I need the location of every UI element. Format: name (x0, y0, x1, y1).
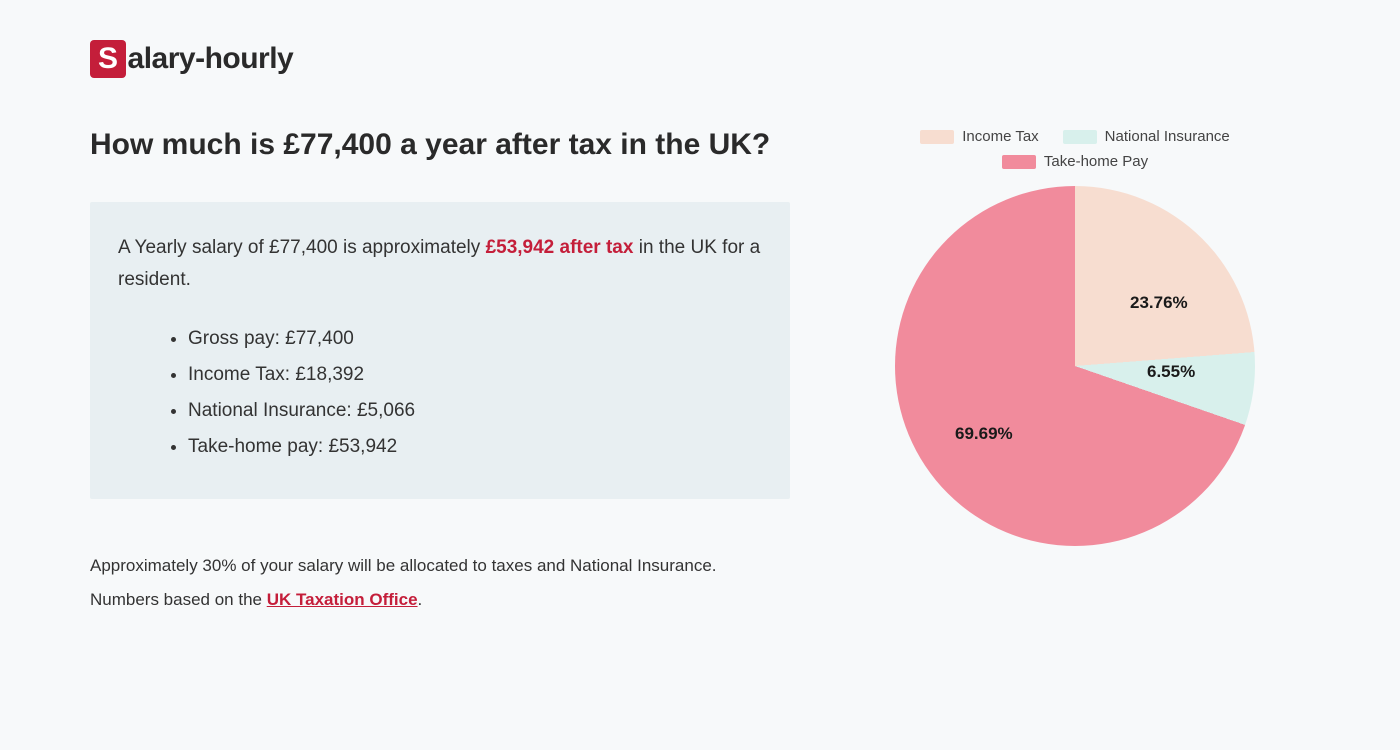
summary-highlight: £53,942 after tax (486, 237, 634, 258)
logo-letter: S (90, 40, 126, 78)
chart-legend: Income Tax National Insurance Take-home … (860, 128, 1290, 170)
summary-paragraph: A Yearly salary of £77,400 is approximat… (118, 232, 762, 297)
legend-swatch (1063, 130, 1097, 144)
legend-label: Take-home Pay (1044, 153, 1148, 170)
footer-line2-suffix: . (418, 590, 423, 609)
chart-column: Income Tax National Insurance Take-home … (860, 128, 1290, 617)
legend-item: Income Tax (920, 128, 1038, 145)
footer-line1: Approximately 30% of your salary will be… (90, 556, 717, 575)
pie-slice-label: 23.76% (1130, 293, 1188, 313)
pie-chart: 23.76% 6.55% 69.69% (895, 186, 1255, 546)
logo-text: alary-hourly (128, 42, 294, 76)
left-column: How much is £77,400 a year after tax in … (90, 128, 790, 617)
list-item: National Insurance: £5,066 (188, 393, 762, 429)
pie-slice-label: 6.55% (1147, 362, 1195, 382)
legend-swatch (1002, 155, 1036, 169)
summary-prefix: A Yearly salary of £77,400 is approximat… (118, 237, 486, 258)
legend-item: Take-home Pay (860, 153, 1290, 170)
legend-item: National Insurance (1063, 128, 1230, 145)
footer-line2-prefix: Numbers based on the (90, 590, 267, 609)
breakdown-list: Gross pay: £77,400 Income Tax: £18,392 N… (118, 321, 762, 465)
pie-graphic (895, 186, 1255, 546)
logo: Salary-hourly (90, 40, 1310, 78)
legend-label: Income Tax (962, 128, 1038, 145)
content-row: How much is £77,400 a year after tax in … (90, 128, 1310, 617)
footer-note: Approximately 30% of your salary will be… (90, 549, 790, 617)
summary-box: A Yearly salary of £77,400 is approximat… (90, 202, 790, 499)
taxation-office-link[interactable]: UK Taxation Office (267, 590, 418, 609)
legend-label: National Insurance (1105, 128, 1230, 145)
page-title: How much is £77,400 a year after tax in … (90, 128, 790, 162)
list-item: Take-home pay: £53,942 (188, 429, 762, 465)
legend-swatch (920, 130, 954, 144)
list-item: Income Tax: £18,392 (188, 357, 762, 393)
pie-slice-label: 69.69% (955, 424, 1013, 444)
list-item: Gross pay: £77,400 (188, 321, 762, 357)
